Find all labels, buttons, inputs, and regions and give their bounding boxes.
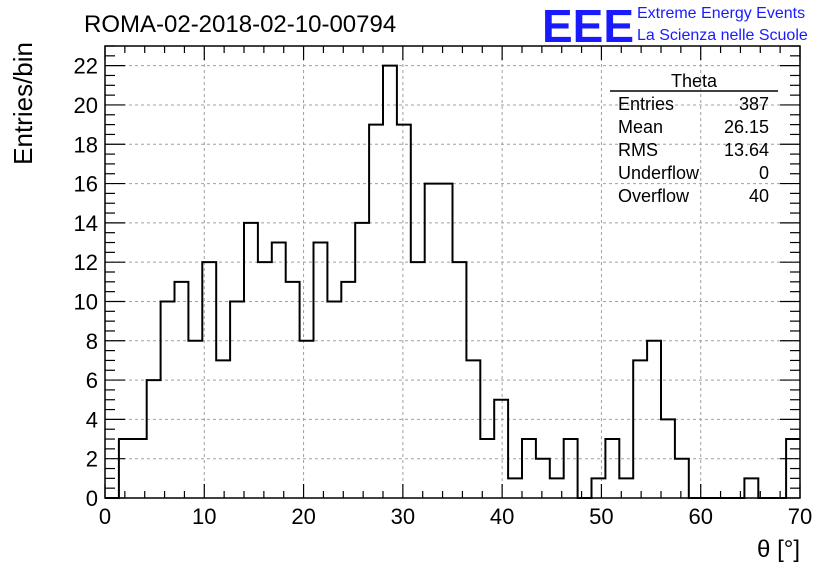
x-tick-label: 30 [391, 504, 415, 529]
grid-lines [105, 46, 800, 498]
logo-line-2: La Scienza nelle Scuole [637, 27, 808, 44]
stats-label: Mean [618, 117, 663, 137]
y-tick-label: 20 [74, 93, 98, 118]
y-tick-label: 14 [74, 211, 98, 236]
stats-value: 387 [739, 94, 769, 114]
y-tick-label: 8 [86, 329, 98, 354]
x-tick-label: 0 [99, 504, 111, 529]
y-tick-label: 4 [86, 407, 98, 432]
x-tick-label: 40 [490, 504, 514, 529]
stats-label: Underflow [618, 163, 700, 183]
logo-line-1: Extreme Energy Events [637, 5, 805, 22]
axis-ticks [104, 45, 801, 499]
y-tick-label: 12 [74, 250, 98, 275]
logo-mark: EEE [542, 0, 634, 52]
stats-label: Overflow [618, 186, 690, 206]
stats-value: 13.64 [724, 140, 769, 160]
eee-logo: EEE Extreme Energy Events La Scienza nel… [542, 0, 808, 52]
y-axis-label: Entries/bin [8, 42, 38, 165]
x-axis-label: θ [°] [757, 536, 800, 563]
chart-title: ROMA-02-2018-02-10-00794 [84, 11, 396, 38]
histogram-outline [105, 64, 800, 499]
tick-labels: 0 10 20 30 40 50 60 70 0 2 4 6 8 10 12 14 16 18 20 22 [74, 54, 813, 529]
x-tick-label: 10 [192, 504, 216, 529]
y-tick-label: 10 [74, 289, 98, 314]
y-tick-label: 22 [74, 54, 98, 79]
y-tick-label: 0 [86, 486, 98, 511]
x-tick-label: 50 [589, 504, 613, 529]
x-tick-label: 20 [291, 504, 315, 529]
stats-label: RMS [618, 140, 658, 160]
stats-box: Theta Entries 387 Mean 26.15 RMS 13.64 Underfl… [610, 71, 778, 206]
stats-rows: Entries 387 Mean 26.15 RMS 13.64 Underflow 0 Ove… [618, 94, 769, 206]
y-tick-label: 6 [86, 368, 98, 393]
x-tick-label: 60 [688, 504, 712, 529]
x-tick-label: 70 [788, 504, 812, 529]
plot-frame [104, 45, 801, 499]
y-tick-label: 16 [74, 172, 98, 197]
stats-title: Theta [671, 71, 718, 91]
y-tick-label: 18 [74, 132, 98, 157]
stats-label: Entries [618, 94, 674, 114]
stats-value: 26.15 [724, 117, 769, 137]
y-tick-label: 2 [86, 447, 98, 472]
stats-value: 40 [749, 186, 769, 206]
stats-value: 0 [759, 163, 769, 183]
